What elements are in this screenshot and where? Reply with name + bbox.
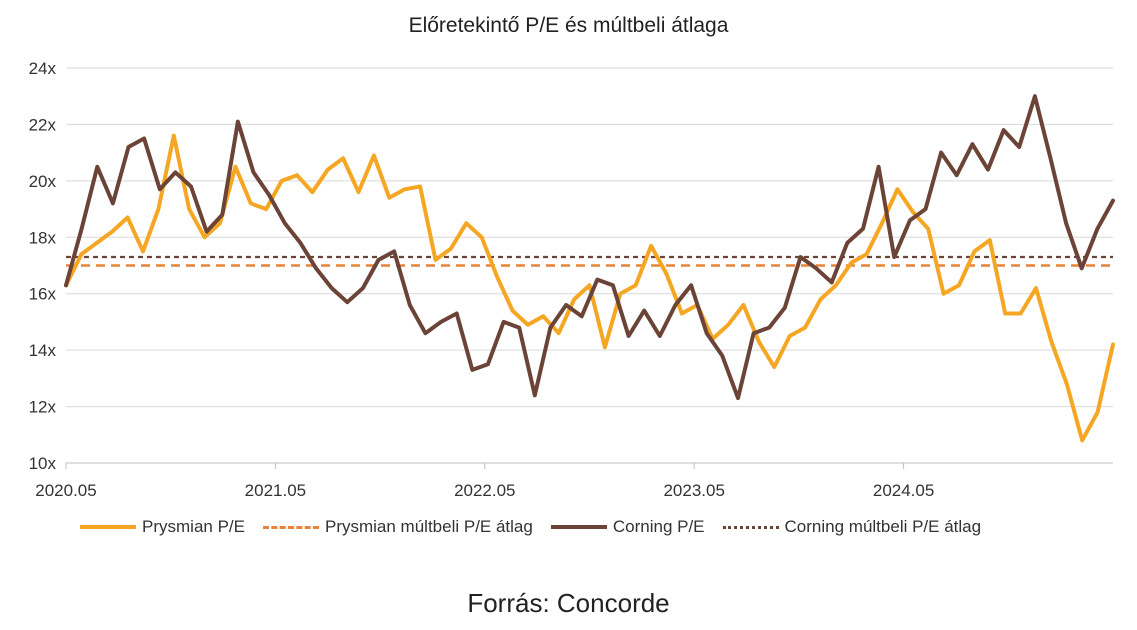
- x-tick-label: 2024.05: [873, 481, 934, 500]
- legend-item-corning-avg: Corning múltbeli P/E átlag: [722, 517, 982, 537]
- legend-item-corning: Corning P/E: [550, 517, 705, 537]
- legend-swatch-corning-avg: [722, 525, 779, 529]
- legend-item-prysmian-avg: Prysmian múltbeli P/E átlag: [262, 517, 533, 537]
- series-lines: [64, 94, 1115, 443]
- y-tick-label: 22x: [29, 115, 57, 134]
- y-tick-label: 16x: [29, 285, 57, 304]
- source-note: Forrás: Concorde: [467, 588, 670, 618]
- y-tick-label: 24x: [29, 59, 57, 78]
- legend-swatch-prysmian: [80, 525, 136, 529]
- x-tick-label: 2020.05: [35, 481, 96, 500]
- y-tick-label: 14x: [29, 341, 57, 360]
- y-tick-label: 18x: [29, 228, 57, 247]
- legend-label-prysmian-avg: Prysmian múltbeli P/E átlag: [324, 517, 533, 536]
- gridlines: [66, 67, 1113, 408]
- average-lines: [66, 255, 1113, 267]
- line-chart: 10x 12x 14x 16x 18x 20x 22x 24x 2020.05 2021.05 20…: [29, 59, 1115, 500]
- series-line: [64, 133, 1115, 443]
- x-tick-label: 2023.05: [663, 481, 724, 500]
- legend-label-corning: Corning P/E: [612, 517, 705, 536]
- y-tick-label: 10x: [29, 454, 57, 473]
- legend: Prysmian P/E Prysmian múltbeli P/E átlag…: [80, 517, 999, 537]
- legend-swatch-prysmian-avg: [262, 525, 319, 529]
- axes: 10x 12x 14x 16x 18x 20x 22x 24x 2020.05 2021.05 20…: [29, 59, 1113, 500]
- legend-label-prysmian: Prysmian P/E: [142, 517, 245, 536]
- legend-swatch-corning: [550, 525, 607, 529]
- y-tick-label: 12x: [29, 398, 57, 417]
- legend-item-prysmian: Prysmian P/E: [80, 517, 245, 537]
- legend-label-corning-avg: Corning múltbeli P/E átlag: [784, 517, 982, 536]
- series-line: [64, 94, 1115, 401]
- chart-title: Előretekintő P/E és múltbeli átlaga: [408, 14, 729, 37]
- x-tick-label: 2022.05: [454, 481, 515, 500]
- x-tick-label: 2021.05: [245, 481, 306, 500]
- y-tick-label: 20x: [29, 172, 57, 191]
